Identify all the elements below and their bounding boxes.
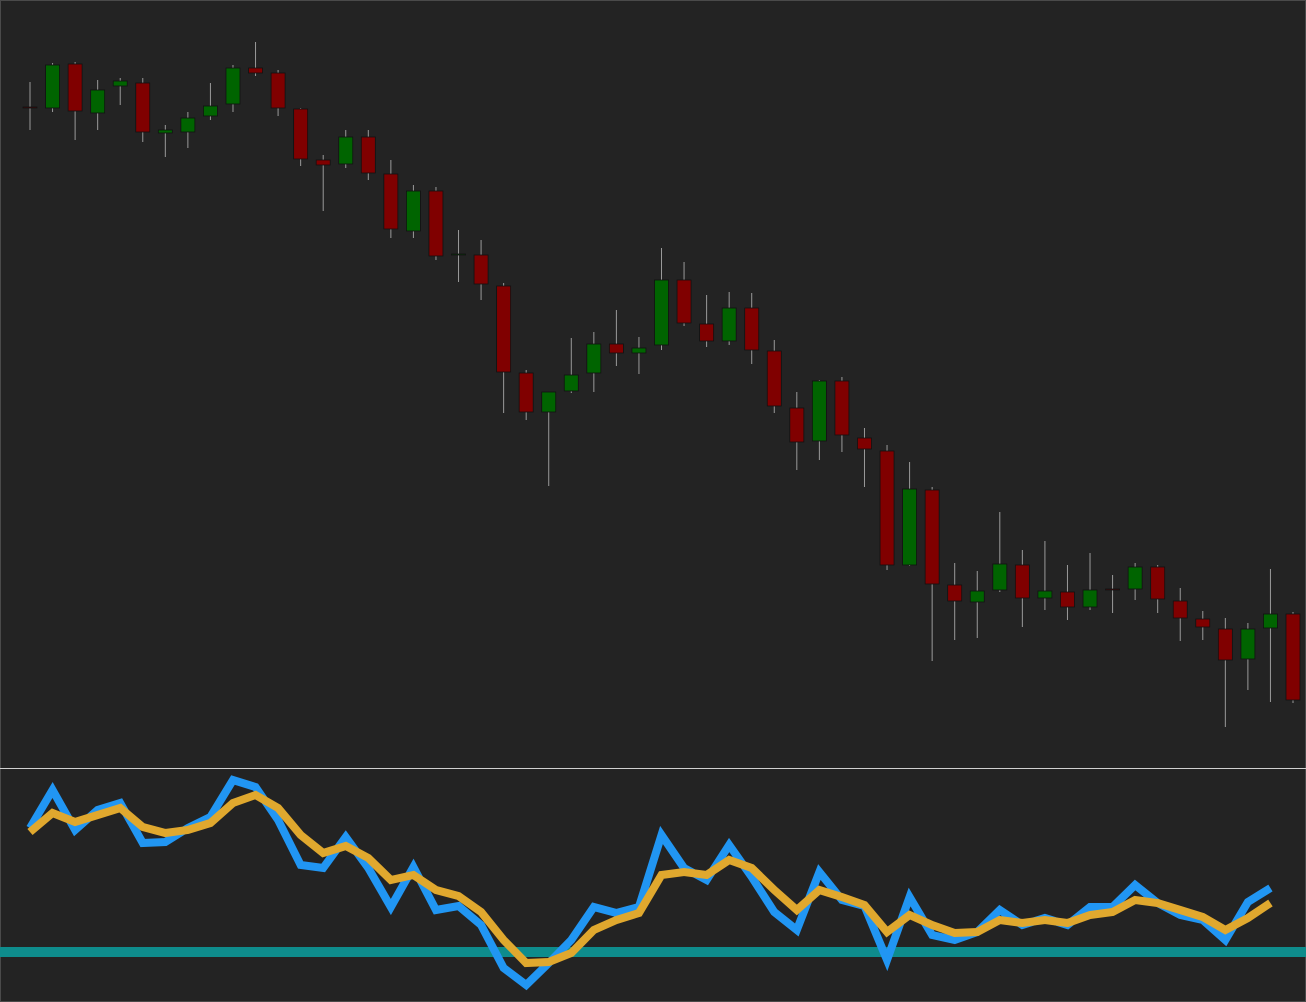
candle-body: [879, 450, 895, 566]
candle-body: [631, 347, 647, 354]
candle-body: [1014, 564, 1030, 599]
candle-body: [766, 350, 782, 407]
candle-body: [360, 136, 376, 174]
candle-body: [293, 108, 309, 160]
candle-body: [969, 590, 985, 603]
candle-body: [1285, 613, 1301, 701]
candle-body: [473, 254, 489, 285]
candle-body: [315, 159, 331, 166]
indicator-line: [27, 790, 1273, 968]
candle-body: [857, 437, 872, 450]
candle-body: [1037, 590, 1053, 599]
candle-body: [157, 129, 173, 134]
candle-body: [496, 285, 512, 373]
candle-body: [811, 380, 827, 442]
candle-body: [721, 307, 737, 342]
candle-body: [112, 80, 128, 87]
candle-body: [789, 407, 805, 443]
candle-body: [518, 372, 534, 413]
candle-body: [1195, 618, 1211, 628]
candle-body: [1150, 566, 1166, 600]
candle-body: [676, 279, 692, 324]
candle-body: [541, 391, 557, 413]
candle-body: [608, 343, 624, 354]
candle-body: [744, 307, 760, 351]
candle-body: [563, 374, 579, 392]
candle-body: [180, 117, 196, 133]
candle-body: [1060, 591, 1075, 608]
candle-body: [67, 63, 83, 112]
candle-body: [924, 489, 940, 585]
candle-body: [248, 67, 263, 74]
candle-body: [45, 64, 60, 109]
candle-body: [225, 67, 241, 105]
candle-body: [1082, 589, 1098, 608]
candle-body: [834, 380, 850, 436]
candle-body: [1263, 613, 1278, 629]
candle-body: [947, 584, 963, 602]
candle-body: [1172, 600, 1188, 619]
candle-body: [451, 253, 466, 256]
candle-body: [1105, 588, 1120, 591]
candle-body: [654, 279, 669, 346]
candle-body: [383, 173, 399, 230]
candle-body: [22, 106, 38, 109]
candle-body: [406, 190, 421, 232]
candle-body: [270, 72, 286, 109]
candle-body: [428, 190, 444, 257]
candle-body: [90, 89, 106, 114]
candle-body: [1217, 628, 1233, 661]
candle-body: [586, 343, 602, 374]
candle-body: [135, 82, 151, 133]
candle-body: [992, 563, 1008, 591]
candle-body: [699, 323, 715, 342]
candle-body: [902, 488, 917, 566]
candle-body: [1240, 628, 1256, 660]
candle-body: [1127, 566, 1143, 590]
candle-body: [338, 136, 354, 165]
candle-body: [203, 105, 218, 117]
